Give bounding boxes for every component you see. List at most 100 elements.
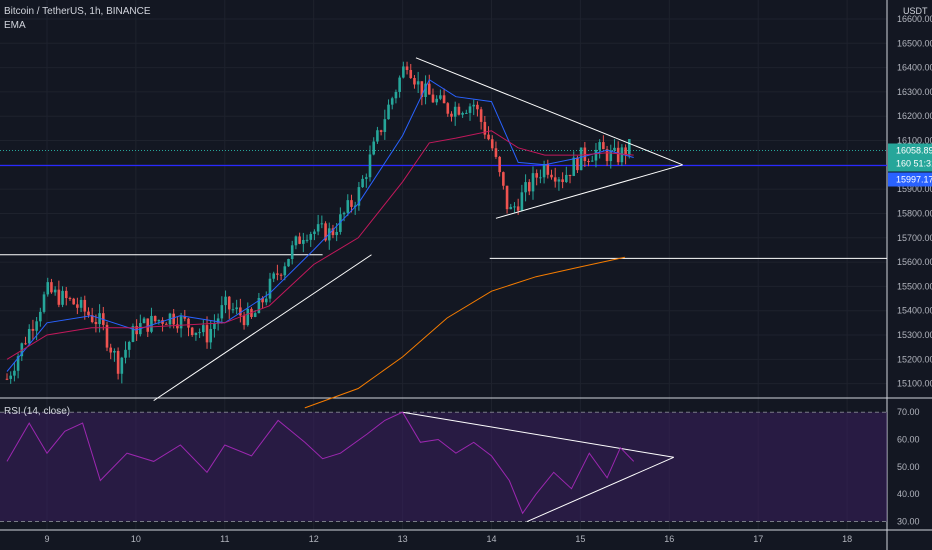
rsi-triangle-lower — [526, 456, 674, 522]
candle-body — [627, 139, 631, 156]
rsi-tick-label: 30.00 — [897, 517, 920, 527]
price-tick-label: 15300.00 — [897, 330, 932, 340]
candle-body — [342, 212, 346, 215]
candle-body — [27, 328, 31, 344]
candle-body — [379, 130, 383, 132]
candle-body — [242, 315, 246, 326]
candle-body — [253, 313, 257, 317]
time-tick-label: 13 — [398, 534, 408, 544]
candle-body — [624, 147, 627, 156]
candle-body — [109, 347, 113, 353]
candle-body — [594, 149, 598, 161]
candle-body — [602, 142, 605, 150]
candle-body — [561, 179, 564, 183]
candle-body — [235, 307, 238, 310]
candle-body — [339, 214, 342, 232]
candle-body — [546, 164, 550, 175]
ema-line — [6, 130, 634, 360]
candle-body — [390, 98, 394, 105]
candle-body — [505, 185, 509, 210]
candle-body — [364, 177, 368, 179]
candle-body — [502, 172, 505, 186]
candle-body — [513, 206, 516, 208]
candle-body — [94, 322, 98, 325]
candle-body — [576, 157, 579, 171]
candle-body — [231, 309, 235, 311]
candle-body — [190, 327, 194, 336]
candle-body — [465, 112, 468, 114]
candle-body — [5, 378, 9, 380]
candle-body — [372, 141, 376, 155]
candle-body — [550, 174, 553, 178]
rsi-tick-label: 40.00 — [897, 489, 920, 499]
price-tick-label: 16400.00 — [897, 63, 932, 73]
candle-body — [539, 177, 542, 179]
price-tick-label: 15500.00 — [897, 281, 932, 291]
candle-body — [468, 106, 472, 113]
candle-body — [387, 104, 390, 120]
candle-body — [313, 231, 316, 235]
candle-body — [402, 66, 405, 78]
candle-body — [157, 320, 161, 322]
candle-body — [276, 273, 279, 275]
candle-body — [453, 106, 457, 117]
candle-body — [50, 282, 53, 293]
ema-line — [304, 256, 626, 409]
candle-body — [261, 297, 264, 303]
candle-body — [450, 113, 453, 117]
candle-body — [309, 234, 313, 240]
time-tick-label: 15 — [575, 534, 585, 544]
candle-body — [487, 134, 490, 140]
price-tick-label: 16200.00 — [897, 111, 932, 121]
rsi-tick-label: 60.00 — [897, 435, 920, 445]
horizontal-lines — [0, 149, 887, 523]
time-tick-label: 16 — [664, 534, 674, 544]
candle-body — [220, 305, 224, 319]
candle-body — [427, 83, 431, 95]
candle-body — [31, 328, 35, 331]
candle-body — [524, 182, 527, 193]
candle-body — [161, 320, 164, 324]
time-tick-label: 12 — [309, 534, 319, 544]
time-tick-label: 18 — [842, 534, 852, 544]
rsi-tick-label: 50.00 — [897, 462, 920, 472]
time-tick-label: 10 — [131, 534, 141, 544]
candle-body — [568, 174, 572, 176]
candle-body — [16, 356, 20, 371]
candle-body — [146, 318, 150, 332]
candle-body — [461, 112, 464, 115]
rsi-triangle-upper — [402, 411, 674, 458]
candle-body — [494, 148, 498, 157]
candle-body — [39, 311, 42, 322]
candle-body — [420, 81, 424, 98]
candle-body — [150, 315, 153, 332]
candle-body — [439, 95, 442, 99]
candle-body — [331, 228, 335, 236]
candle-body — [590, 160, 594, 162]
candle-body — [202, 325, 205, 333]
candle-body — [320, 223, 324, 225]
current-price-tag — [888, 143, 932, 172]
countdown-text: 160 51:31 — [896, 158, 932, 168]
rsi-lines — [6, 411, 635, 515]
candle-body — [42, 294, 46, 312]
candle-body — [509, 207, 513, 210]
triangle-upper — [415, 57, 683, 166]
candle-body — [516, 206, 520, 211]
candle-body — [416, 81, 420, 85]
candle-body — [272, 273, 275, 279]
candle-body — [498, 156, 501, 173]
candle-body — [72, 298, 75, 305]
candle-body — [131, 326, 135, 342]
candle-body — [305, 239, 309, 241]
candle-body — [287, 259, 290, 267]
candle-body — [61, 290, 64, 305]
level-tag — [888, 172, 932, 187]
candle-body — [24, 343, 27, 345]
candle-body — [179, 316, 183, 329]
rsi-label: RSI (14, close) — [4, 406, 71, 417]
candle-body — [302, 240, 305, 244]
candle-body — [87, 311, 90, 316]
candle-body — [198, 332, 201, 334]
